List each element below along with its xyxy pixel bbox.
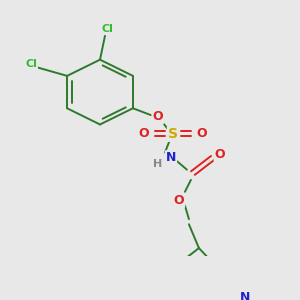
Text: O: O — [196, 128, 207, 140]
Text: S: S — [168, 127, 178, 141]
Text: O: O — [174, 194, 184, 207]
Text: N: N — [240, 291, 250, 300]
Text: Cl: Cl — [101, 24, 113, 34]
Text: N: N — [166, 151, 176, 164]
Text: Cl: Cl — [25, 59, 37, 69]
Text: O: O — [139, 128, 149, 140]
Text: O: O — [214, 148, 225, 161]
Text: O: O — [153, 110, 163, 123]
Text: H: H — [153, 159, 163, 169]
